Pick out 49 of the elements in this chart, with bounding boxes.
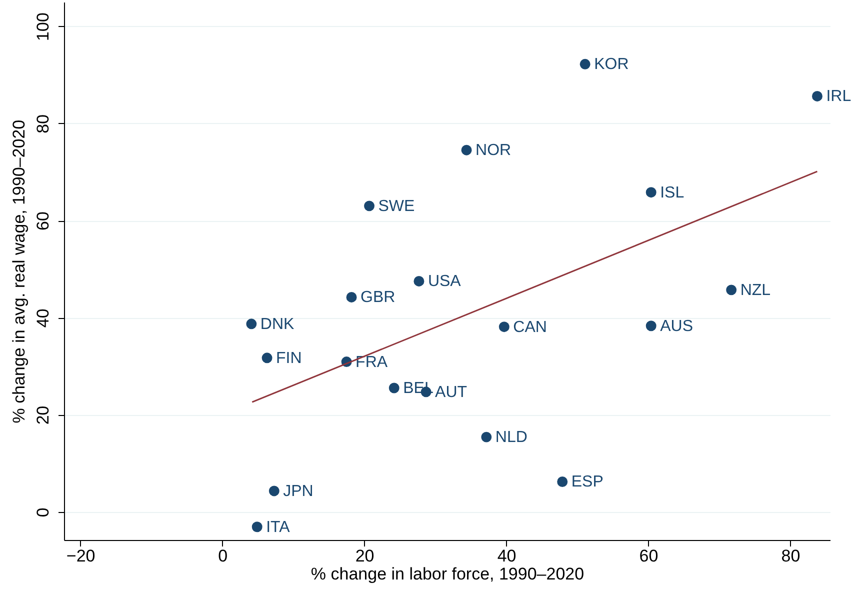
x-tick-label: 80 <box>781 546 800 566</box>
x-tick-label: 60 <box>639 546 658 566</box>
data-label: JPN <box>283 482 314 500</box>
point <box>364 200 375 212</box>
data-label: FIN <box>276 350 302 367</box>
data-label: GBR <box>360 289 396 306</box>
point <box>246 318 257 330</box>
y-tick-label: 40 <box>34 308 52 328</box>
data-label: KOR <box>594 56 629 74</box>
point <box>252 522 262 532</box>
data-label: NOR <box>476 142 512 160</box>
point <box>262 352 272 364</box>
y-tick-label: 60 <box>34 212 52 230</box>
data-label: IRL <box>826 88 852 106</box>
y-tick-label: 80 <box>34 114 52 134</box>
point <box>268 486 280 496</box>
point <box>557 476 568 487</box>
data-label: ESP <box>571 474 604 491</box>
y-tick-label: 100 <box>34 12 52 41</box>
point <box>388 382 400 394</box>
data-label: USA <box>428 273 462 290</box>
point <box>726 284 737 296</box>
point <box>414 276 424 286</box>
point <box>646 320 656 332</box>
data-label: ISL <box>660 184 684 202</box>
point <box>812 90 822 102</box>
y-tick-label: 0 <box>34 508 52 518</box>
x-tick-label: 0 <box>218 546 228 566</box>
x-tick-label: 20 <box>355 546 374 566</box>
data-label: ITA <box>266 518 290 536</box>
point <box>580 58 590 70</box>
point <box>481 432 492 442</box>
data-label: NLD <box>495 429 528 446</box>
data-label: FRA <box>356 354 388 371</box>
point <box>646 187 656 198</box>
x-tick-label: −20 <box>66 546 96 566</box>
point <box>461 144 472 156</box>
x-tick-label: 40 <box>497 546 516 566</box>
data-label: NZL <box>740 282 771 299</box>
data-label: DNK <box>260 316 295 333</box>
y-axis-title: % change in avg. real wage, 1990–2020 <box>10 120 28 424</box>
point <box>346 292 357 302</box>
data-label: AUT <box>435 384 468 401</box>
x-axis-title: % change in labor force, 1990–2020 <box>310 564 584 584</box>
y-tick-label: 20 <box>34 406 52 425</box>
data-label: AUS <box>660 318 694 335</box>
data-label: SWE <box>378 198 415 215</box>
data-label: CAN <box>513 318 547 336</box>
point <box>498 322 510 332</box>
